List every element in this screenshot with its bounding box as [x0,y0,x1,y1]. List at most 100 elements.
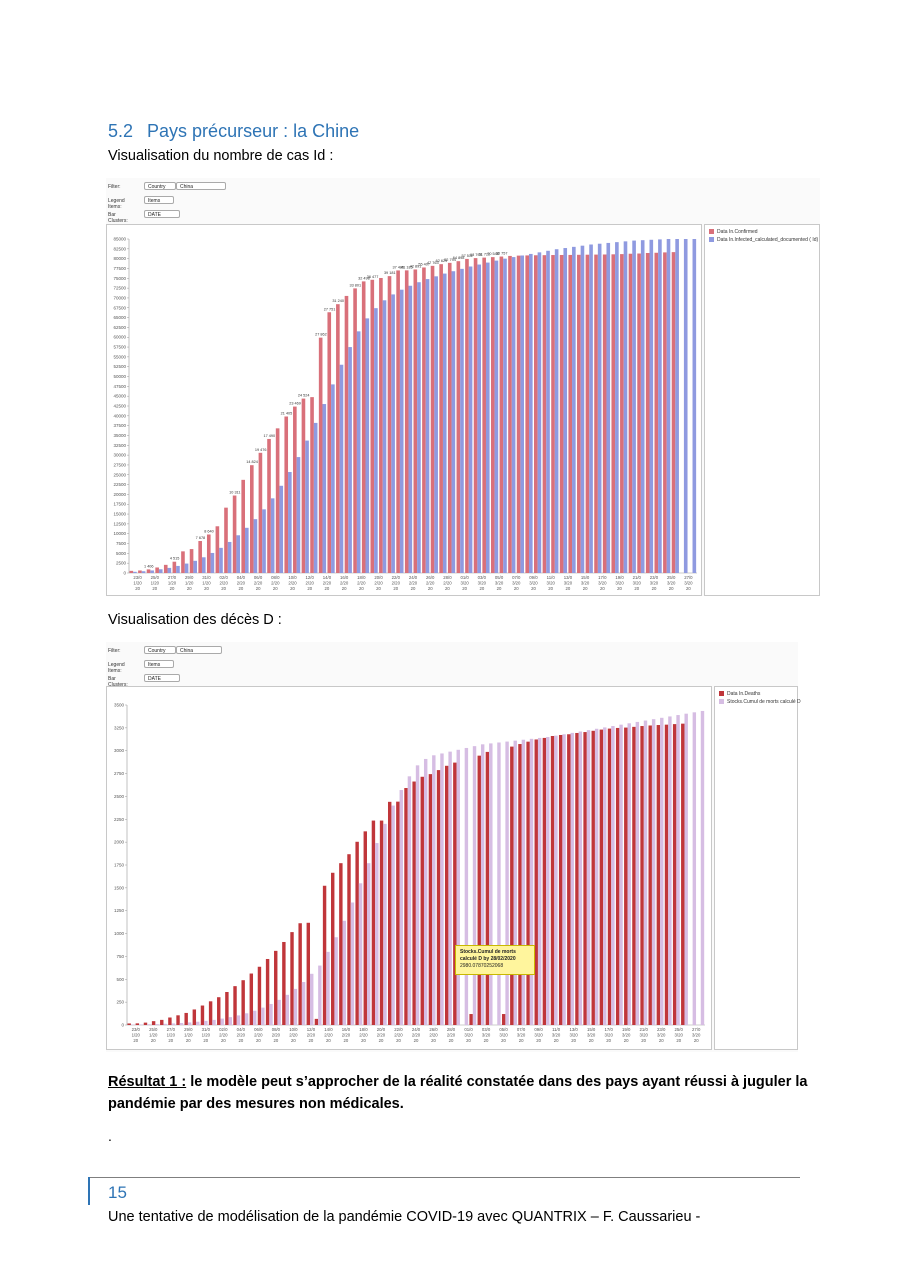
bar-series-1[interactable] [602,254,607,573]
bar-series-2[interactable] [529,738,534,1025]
bar-series-2[interactable] [676,715,680,1025]
bar-series-1[interactable] [206,534,211,573]
bar-series-2[interactable] [236,535,241,573]
bar-series-1[interactable] [645,253,650,573]
bar-series-1[interactable] [499,256,504,573]
bar-series-1[interactable] [490,257,495,573]
bar-series-2[interactable] [305,440,309,573]
bar-series-1[interactable] [344,295,349,573]
bar-series-1[interactable] [534,739,538,1025]
bar-series-2[interactable] [366,863,371,1025]
bar-series-1[interactable] [208,1001,213,1025]
bar-series-2[interactable] [623,241,628,573]
bar-series-2[interactable] [158,569,163,573]
bar-series-1[interactable] [138,570,142,573]
bar-series-2[interactable] [578,731,583,1025]
bar-series-2[interactable] [570,732,574,1025]
bar-series-1[interactable] [663,252,667,573]
bar-series-1[interactable] [453,762,457,1025]
bar-series-2[interactable] [477,264,481,573]
bar-series-2[interactable] [301,982,306,1025]
bar-series-1[interactable] [198,541,202,573]
bar-series-2[interactable] [546,737,550,1025]
bar-series-2[interactable] [171,1023,176,1025]
bar-series-1[interactable] [258,452,263,573]
bar-series-1[interactable] [607,728,612,1025]
legend-items-dropdown-2[interactable]: Items [144,660,174,668]
bar-series-2[interactable] [615,242,619,573]
bar-series-2[interactable] [503,258,507,573]
bar-series-1[interactable] [155,567,159,573]
bar-series-2[interactable] [603,727,607,1025]
bar-series-1[interactable] [534,255,538,573]
bar-series-1[interactable] [525,255,530,573]
legend-item-infected[interactable]: Data In.Infected_calculated_documented (… [709,237,818,243]
bar-series-2[interactable] [554,249,559,573]
bar-series-2[interactable] [133,571,137,573]
bar-series-1[interactable] [567,734,571,1025]
bar-series-2[interactable] [417,282,421,573]
bar-series-1[interactable] [558,734,563,1025]
bar-series-1[interactable] [654,252,659,573]
filter-value-dropdown-2[interactable]: China [176,646,222,654]
bar-series-2[interactable] [391,294,395,573]
bar-series-1[interactable] [473,258,478,573]
bar-series-2[interactable] [342,920,346,1025]
bar-series-1[interactable] [129,570,134,573]
bar-series-2[interactable] [589,244,593,574]
bar-series-2[interactable] [150,570,154,573]
bar-series-2[interactable] [537,252,542,574]
bar-series-2[interactable] [494,260,499,573]
bar-series-1[interactable] [301,398,306,573]
bar-series-2[interactable] [293,988,298,1025]
bar-series-2[interactable] [339,364,344,573]
bar-series-1[interactable] [146,569,151,573]
bar-series-1[interactable] [656,725,661,1025]
bar-series-1[interactable] [371,820,376,1025]
bar-series-2[interactable] [318,965,322,1025]
bar-series-1[interactable] [127,1023,131,1025]
bar-series-1[interactable] [327,312,332,573]
bar-series-2[interactable] [288,472,292,573]
bar-series-2[interactable] [511,257,516,573]
bar-series-2[interactable] [141,571,146,573]
legend-item-deaths[interactable]: Data In.Deaths [719,691,760,697]
bar-series-1[interactable] [413,269,418,573]
bar-series-2[interactable] [666,239,671,573]
bar-series-1[interactable] [510,746,514,1025]
bar-series-1[interactable] [163,564,168,573]
bar-series-2[interactable] [236,1015,241,1025]
bar-series-2[interactable] [383,823,387,1025]
bar-series-1[interactable] [648,725,652,1025]
bar-series-1[interactable] [624,727,628,1025]
bar-series-1[interactable] [591,730,595,1025]
bar-series-2[interactable] [358,883,363,1025]
bar-series-2[interactable] [668,716,672,1025]
bar-series-2[interactable] [643,720,648,1025]
bar-series-2[interactable] [554,735,558,1025]
bar-series-1[interactable] [559,254,564,573]
bar-series-2[interactable] [425,279,430,573]
bar-series-1[interactable] [681,723,685,1025]
bar-series-1[interactable] [160,1019,164,1025]
bar-series-2[interactable] [692,712,697,1025]
filter-field-dropdown[interactable]: Country [144,182,176,190]
bar-series-1[interactable] [275,428,280,573]
bar-series-1[interactable] [290,932,294,1025]
bar-series-2[interactable] [334,937,338,1025]
bar-series-2[interactable] [640,240,645,573]
bar-series-1[interactable] [447,262,452,573]
bar-series-1[interactable] [172,561,177,573]
bar-series-2[interactable] [586,730,591,1025]
bar-series-1[interactable] [355,841,359,1025]
bar-series-2[interactable] [356,331,361,573]
bar-series-1[interactable] [298,923,302,1025]
bar-series-1[interactable] [282,941,286,1025]
bar-series-1[interactable] [189,549,194,573]
bar-series-1[interactable] [339,863,343,1025]
bar-series-2[interactable] [269,1003,273,1025]
bar-series-2[interactable] [619,724,623,1025]
bar-series-1[interactable] [241,479,246,573]
bar-series-2[interactable] [167,567,172,573]
bar-series-2[interactable] [279,485,284,573]
